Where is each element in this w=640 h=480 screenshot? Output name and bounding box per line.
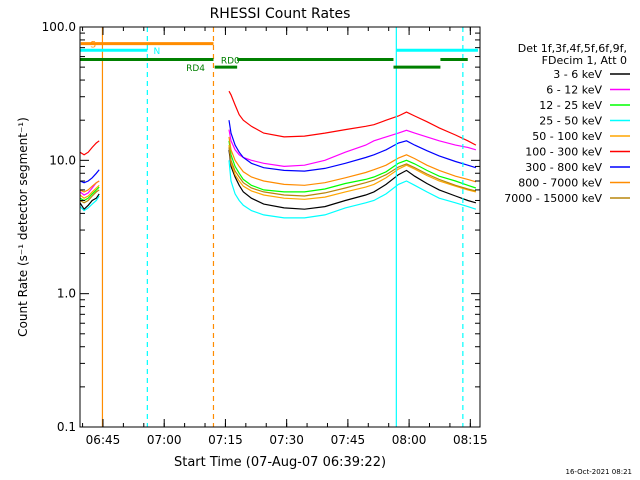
- series-line-7: [79, 136, 477, 193]
- y-tick-label-3: 100.0: [42, 20, 76, 34]
- series-line-1: [79, 129, 477, 196]
- legend-label-8: 7000 - 15000 keV: [504, 192, 602, 205]
- series-line-6: [79, 120, 477, 184]
- series-line-8: [79, 147, 477, 204]
- x-tick-label-2: 07:15: [208, 433, 243, 447]
- legend-header-0: Det 1f,3f,4f,5f,6f,9f,: [518, 42, 627, 55]
- vertical-lines-layer: [101, 27, 464, 427]
- x-tick-label-4: 07:45: [331, 433, 366, 447]
- state-bar-label-1: N: [153, 47, 160, 57]
- legend-label-4: 50 - 100 keV: [532, 130, 602, 143]
- series-layer: [79, 90, 477, 219]
- legend-header-1: FDecim 1, Att 0: [542, 54, 627, 67]
- y-tick-label-1: 1.0: [57, 287, 76, 301]
- state-bar-label-6: RD4: [186, 64, 205, 74]
- x-axis-ticks: 06:45 07:00 07:15 07:30 07:45 08:00 08:15: [82, 27, 488, 447]
- y-tick-label-2: 10.0: [49, 153, 76, 167]
- y-tick-label-0: 0.1: [57, 420, 76, 434]
- state-bars-layer: S N RD0 RD4: [80, 41, 478, 74]
- legend-label-1: 6 - 12 keV: [546, 84, 602, 97]
- legend: Det 1f,3f,4f,5f,6f,9f,FDecim 1, Att 03 -…: [504, 42, 630, 205]
- x-tick-label-3: 07:30: [269, 433, 304, 447]
- y-axis-label: Count Rate (s⁻¹ detector segment⁻¹): [16, 117, 30, 337]
- legend-label-7: 800 - 7000 keV: [518, 177, 602, 190]
- state-bar-label-0: S: [90, 41, 96, 51]
- series-line-0: [79, 149, 477, 211]
- generation-timestamp: 16-Oct-2021 08:21: [566, 468, 632, 476]
- legend-label-2: 12 - 25 keV: [539, 99, 602, 112]
- series-line-4: [79, 145, 477, 200]
- x-tick-label-0: 06:45: [86, 433, 121, 447]
- legend-label-5: 100 - 300 keV: [525, 146, 602, 159]
- legend-label-6: 300 - 800 keV: [525, 161, 602, 174]
- state-bar-label-3: RD0: [221, 57, 240, 67]
- plot-frame: [79, 26, 481, 428]
- legend-label-3: 25 - 50 keV: [539, 115, 602, 128]
- x-tick-label-5: 08:00: [392, 433, 427, 447]
- y-axis-ticks: 0.1 1.0 10.0 100.0: [42, 20, 480, 434]
- series-line-5: [79, 90, 477, 156]
- series-line-3: [79, 160, 477, 219]
- legend-label-0: 3 - 6 keV: [553, 68, 602, 81]
- x-axis-label: Start Time (07-Aug-07 06:39:22): [174, 455, 386, 470]
- x-tick-label-1: 07:00: [147, 433, 182, 447]
- chart-title: RHESSI Count Rates: [210, 6, 351, 22]
- x-tick-label-6: 08:15: [453, 433, 488, 447]
